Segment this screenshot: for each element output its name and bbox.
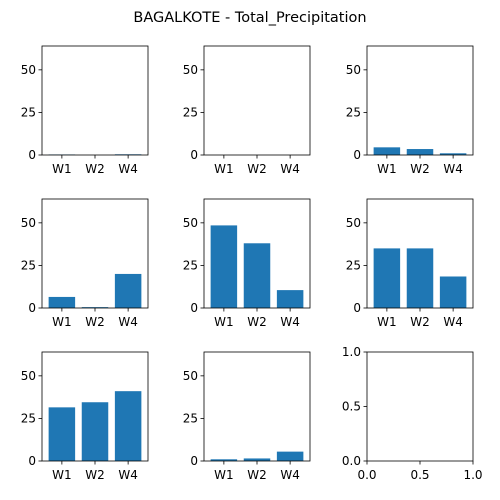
- subplot-8: 0 25 50 W1 W2 W4: [183, 351, 311, 482]
- bar-w1: [48, 407, 76, 461]
- x-tick-label: W2: [247, 162, 267, 176]
- subplot-1: 0 25 50 W1 W2 W4: [21, 45, 149, 176]
- y-tick-label: 25: [21, 106, 36, 120]
- x-tick-label: 0.0: [357, 468, 376, 482]
- x-tick-label: W2: [85, 468, 105, 482]
- x-tick-label: W2: [410, 162, 430, 176]
- x-tick-label: W2: [247, 468, 267, 482]
- bar-w2: [81, 402, 109, 461]
- bar-w4: [439, 153, 467, 155]
- x-tick-label: W4: [118, 315, 138, 329]
- axes-frame: [41, 198, 149, 309]
- subplot-2: 0 25 50 W1 W2 W4: [183, 45, 311, 176]
- x-tick-label: W4: [118, 162, 138, 176]
- subplot-9: 0.0 0.5 1.0 0.0 0.5 1.0: [342, 345, 483, 482]
- y-tick-label: 25: [346, 106, 361, 120]
- x-tick-label: W1: [377, 162, 397, 176]
- y-tick-label: 25: [183, 106, 198, 120]
- subplot-3: 0 25 50 W1 W2 W4: [346, 45, 474, 176]
- y-tick-label: 50: [183, 216, 198, 230]
- x-tick-label: W4: [443, 162, 463, 176]
- axes-frame: [203, 45, 311, 156]
- x-tick-label: W1: [214, 315, 234, 329]
- x-tick-label: W2: [410, 315, 430, 329]
- bar-w2: [243, 243, 271, 308]
- subplot-6: 0 25 50 W1 W2 W4: [346, 198, 474, 329]
- y-tick-label: 50: [21, 369, 36, 383]
- bar-w1: [373, 248, 401, 308]
- axes-frame: [203, 198, 311, 309]
- y-tick-label: 50: [21, 63, 36, 77]
- y-tick-label: 0.5: [342, 400, 361, 414]
- bar-w4: [439, 276, 467, 308]
- x-tick-label: W4: [118, 468, 138, 482]
- y-tick-label: 0: [353, 148, 361, 162]
- axes-frame: [203, 351, 311, 462]
- axes-frame: [41, 351, 149, 462]
- bar-w4: [276, 290, 304, 308]
- x-tick-label: W1: [377, 315, 397, 329]
- bar-w4: [114, 391, 142, 461]
- x-tick-label: W1: [52, 315, 72, 329]
- x-tick-label: W2: [85, 315, 105, 329]
- axes-frame: [366, 45, 474, 156]
- subplot-7: 0 25 50 W1 W2 W4: [21, 351, 149, 482]
- bar-w1: [210, 459, 238, 461]
- y-tick-label: 0: [190, 454, 198, 468]
- axes-frame: [41, 45, 149, 156]
- bar-w4: [114, 273, 142, 308]
- y-tick-label: 1.0: [342, 345, 361, 359]
- x-tick-label: W1: [52, 162, 72, 176]
- x-tick-label: 1.0: [463, 468, 482, 482]
- x-tick-label: W4: [280, 315, 300, 329]
- x-tick-label: W4: [443, 315, 463, 329]
- y-tick-label: 50: [183, 63, 198, 77]
- y-tick-label: 25: [183, 259, 198, 273]
- x-tick-label: W4: [280, 468, 300, 482]
- y-tick-label: 50: [346, 216, 361, 230]
- x-tick-label: W2: [85, 162, 105, 176]
- axes-frame: [366, 351, 474, 462]
- y-tick-label: 25: [183, 412, 198, 426]
- figure-title: BAGALKOTE - Total_Precipitation: [133, 10, 366, 26]
- x-tick-label: W1: [214, 162, 234, 176]
- axes-frame: [366, 198, 474, 309]
- bar-w2: [243, 458, 271, 461]
- y-tick-label: 25: [21, 259, 36, 273]
- y-tick-label: 0: [190, 301, 198, 315]
- subplot-4: 0 25 50 W1 W2 W4: [21, 198, 149, 329]
- bar-w1: [48, 296, 76, 308]
- bar-w2: [81, 307, 109, 308]
- x-tick-label: 0.5: [410, 468, 429, 482]
- bar-w2: [406, 248, 434, 308]
- y-tick-label: 0.0: [342, 454, 361, 468]
- subplot-5: 0 25 50 W1 W2 W4: [183, 198, 311, 329]
- bar-w2: [406, 149, 434, 155]
- y-tick-label: 0: [190, 148, 198, 162]
- bar-w4: [276, 451, 304, 461]
- y-tick-label: 0: [28, 148, 36, 162]
- bar-w1: [373, 147, 401, 155]
- x-tick-label: W2: [247, 315, 267, 329]
- y-tick-label: 25: [346, 259, 361, 273]
- x-tick-label: W1: [214, 468, 234, 482]
- y-tick-label: 0: [28, 301, 36, 315]
- bar-w1: [210, 225, 238, 308]
- y-tick-label: 0: [28, 454, 36, 468]
- y-tick-label: 25: [21, 412, 36, 426]
- y-tick-label: 50: [21, 216, 36, 230]
- x-tick-label: W4: [280, 162, 300, 176]
- y-tick-label: 50: [346, 63, 361, 77]
- x-tick-label: W1: [52, 468, 72, 482]
- y-tick-label: 0: [353, 301, 361, 315]
- y-tick-label: 50: [183, 369, 198, 383]
